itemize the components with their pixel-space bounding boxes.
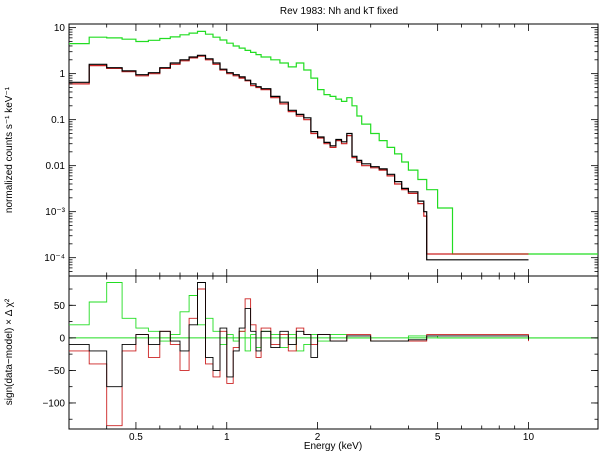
residuals-series-red (69, 288, 529, 427)
residuals-y-tick-label: 0 (59, 333, 65, 344)
residuals-y-tick-label: 50 (54, 301, 66, 312)
residuals-panel: 50 0 −50 −100 0.5 1 2 5 10 sign(data−model) × Δ… (4, 275, 599, 443)
residuals-x-ticks: 0.5 1 2 5 10 (68, 276, 535, 443)
spectrum-y-tick-label: 10 (54, 23, 66, 34)
x-tick-label: 1 (224, 432, 230, 443)
residuals-y-ticks: 50 0 −50 −100 (42, 288, 598, 420)
chart-title: Rev 1983: Nh and kT fixed (280, 6, 398, 17)
spectrum-series-red (69, 55, 529, 255)
spectrum-plot-frame (68, 23, 599, 277)
spectrum-series-group (69, 30, 598, 261)
residuals-series-black (69, 282, 529, 388)
spectrum-y-ticks: 10 1 0.1 0.01 10⁻³ 10⁻⁴ (44, 23, 598, 277)
residuals-plot-frame (68, 275, 599, 430)
spectrum-y-axis-label: normalized counts s⁻¹ keV⁻¹ (4, 86, 15, 213)
spectrum-y-tick-label: 0.01 (46, 161, 66, 172)
spectrum-y-tick-label: 10⁻³ (45, 207, 65, 218)
spectrum-series-green (69, 30, 598, 255)
residuals-y-tick-label: −50 (48, 366, 65, 377)
spectrum-x-ticks (68, 24, 529, 276)
spectrum-panel: 10 1 0.1 0.01 10⁻³ 10⁻⁴ normalized counts s⁻¹… (4, 23, 599, 277)
residuals-series-group (69, 282, 598, 427)
x-tick-label: 2 (315, 432, 321, 443)
x-tick-label: 0.5 (129, 432, 143, 443)
x-tick-label: 10 (523, 432, 535, 443)
x-tick-label: 5 (435, 432, 441, 443)
spectrum-y-tick-label: 1 (59, 69, 65, 80)
x-axis-label: Energy (keV) (304, 441, 362, 452)
spectrum-y-tick-label: 10⁻⁴ (44, 253, 65, 264)
spectrum-y-tick-label: 0.1 (51, 115, 65, 126)
residuals-y-axis-label: sign(data−model) × Δ χ² (4, 298, 15, 405)
residuals-y-tick-label: −100 (42, 398, 65, 409)
spectrum-series-black (69, 54, 529, 261)
